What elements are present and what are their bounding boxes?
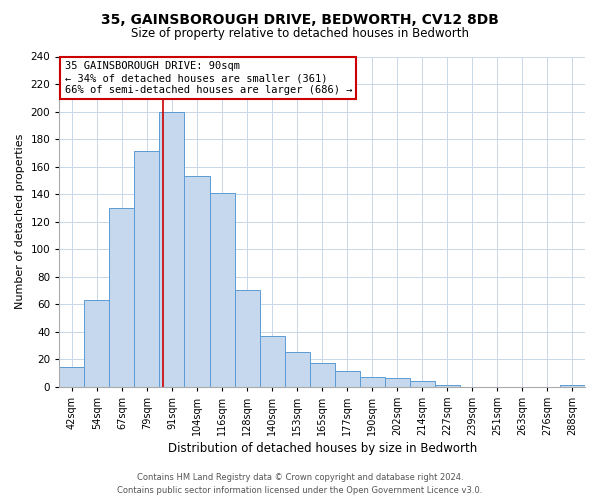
Bar: [310, 363, 335, 386]
Bar: [209, 192, 235, 386]
Text: Contains HM Land Registry data © Crown copyright and database right 2024.
Contai: Contains HM Land Registry data © Crown c…: [118, 474, 482, 495]
Y-axis label: Number of detached properties: Number of detached properties: [15, 134, 25, 309]
Bar: [385, 378, 410, 386]
Text: 35, GAINSBOROUGH DRIVE, BEDWORTH, CV12 8DB: 35, GAINSBOROUGH DRIVE, BEDWORTH, CV12 8…: [101, 12, 499, 26]
Bar: [109, 208, 134, 386]
Bar: [134, 152, 160, 386]
Bar: [560, 385, 585, 386]
Bar: [85, 300, 109, 386]
Bar: [410, 381, 435, 386]
Bar: [235, 290, 260, 386]
Bar: [59, 368, 85, 386]
Bar: [435, 385, 460, 386]
Bar: [184, 176, 209, 386]
Bar: [160, 112, 184, 386]
Bar: [284, 352, 310, 386]
Bar: [260, 336, 284, 386]
Text: Size of property relative to detached houses in Bedworth: Size of property relative to detached ho…: [131, 28, 469, 40]
Bar: [335, 372, 360, 386]
Bar: [360, 377, 385, 386]
Text: 35 GAINSBOROUGH DRIVE: 90sqm
← 34% of detached houses are smaller (361)
66% of s: 35 GAINSBOROUGH DRIVE: 90sqm ← 34% of de…: [65, 62, 352, 94]
X-axis label: Distribution of detached houses by size in Bedworth: Distribution of detached houses by size …: [167, 442, 477, 455]
